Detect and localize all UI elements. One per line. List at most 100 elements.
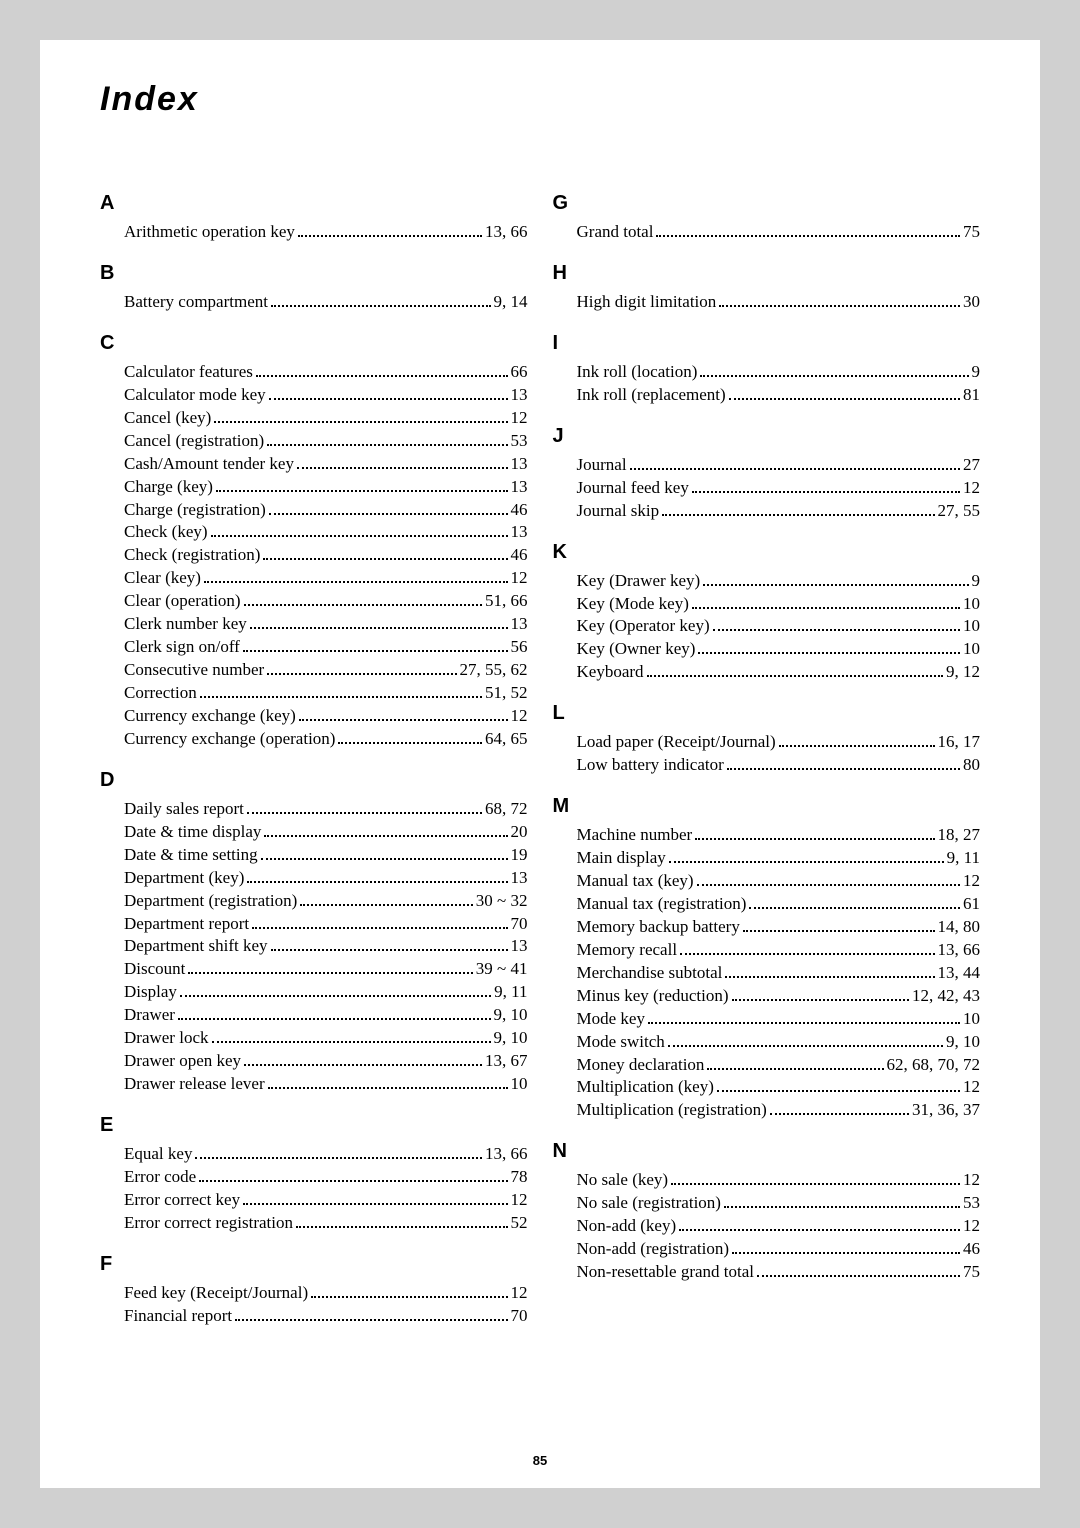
entry-pages: 10 xyxy=(963,638,980,661)
entry-label: Charge (registration) xyxy=(124,499,266,522)
entry-pages: 12 xyxy=(963,870,980,893)
entry-pages: 12 xyxy=(963,1076,980,1099)
entry-pages: 13 xyxy=(511,935,528,958)
entry-label: Manual tax (registration) xyxy=(577,893,747,916)
entry-label: Keyboard xyxy=(577,661,644,684)
index-entry: No sale (registration) 53 xyxy=(577,1192,981,1215)
entry-label: Memory backup battery xyxy=(577,916,740,939)
index-entry: Department (key)13 xyxy=(124,867,528,890)
entry-label: Machine number xyxy=(577,824,693,847)
index-entry: Load paper (Receipt/Journal)16, 17 xyxy=(577,731,981,754)
entry-leader-dots xyxy=(243,650,508,652)
entry-leader-dots xyxy=(297,467,508,469)
entry-leader-dots xyxy=(703,584,968,586)
entry-pages: 9 xyxy=(972,361,981,384)
entry-label: Journal feed key xyxy=(577,477,689,500)
entry-leader-dots xyxy=(271,949,508,951)
page: Index AArithmetic operation key13, 66BBa… xyxy=(40,40,1040,1488)
entry-leader-dots xyxy=(300,904,473,906)
entry-pages: 30 xyxy=(963,291,980,314)
index-entry: Key (Mode key)10 xyxy=(577,593,981,616)
section-entries: Battery compartment9, 14 xyxy=(100,291,528,314)
entry-leader-dots xyxy=(216,490,508,492)
entry-pages: 9, 10 xyxy=(494,1004,528,1027)
entry-label: Cancel (key) xyxy=(124,407,211,430)
entry-label: Key (Operator key) xyxy=(577,615,710,638)
index-entry: Non-resettable grand total75 xyxy=(577,1261,981,1284)
entry-pages: 12 xyxy=(963,1215,980,1238)
entry-pages: 9, 14 xyxy=(494,291,528,314)
entry-leader-dots xyxy=(669,861,944,863)
index-entry: Check (key)13 xyxy=(124,521,528,544)
entry-pages: 13, 44 xyxy=(938,962,981,985)
index-entry: Clear (key)12 xyxy=(124,567,528,590)
entry-leader-dots xyxy=(204,581,508,583)
section-entries: High digit limitation30 xyxy=(553,291,981,314)
entry-leader-dots xyxy=(261,858,508,860)
entry-label: Multiplication (registration) xyxy=(577,1099,767,1122)
index-entry: Equal key13, 66 xyxy=(124,1143,528,1166)
entry-label: Date & time display xyxy=(124,821,261,844)
index-entry: Correction51, 52 xyxy=(124,682,528,705)
index-entry: Merchandise subtotal13, 44 xyxy=(577,962,981,985)
index-entry: Multiplication (key)12 xyxy=(577,1076,981,1099)
entry-label: Discount xyxy=(124,958,185,981)
entry-leader-dots xyxy=(338,742,482,744)
entry-leader-dots xyxy=(725,976,934,978)
entry-label: No sale (registration) xyxy=(577,1192,721,1215)
index-entry: Mode key10 xyxy=(577,1008,981,1031)
index-entry: Main display 9, 11 xyxy=(577,847,981,870)
section-letter: C xyxy=(100,332,528,355)
entry-label: Minus key (reduction) xyxy=(577,985,729,1008)
entry-leader-dots xyxy=(195,1157,482,1159)
entry-pages: 12 xyxy=(963,1169,980,1192)
index-entry: Clerk sign on/off56 xyxy=(124,636,528,659)
index-entry: Battery compartment9, 14 xyxy=(124,291,528,314)
entry-pages: 9, 11 xyxy=(947,847,980,870)
section-letter: L xyxy=(553,702,981,725)
entry-label: Main display xyxy=(577,847,666,870)
entry-leader-dots xyxy=(671,1183,960,1185)
index-entry: Low battery indicator80 xyxy=(577,754,981,777)
entry-label: Currency exchange (operation) xyxy=(124,728,335,751)
index-entry: Journal27 xyxy=(577,454,981,477)
entry-label: Date & time setting xyxy=(124,844,258,867)
entry-label: Cash/Amount tender key xyxy=(124,453,294,476)
entry-pages: 13 xyxy=(511,521,528,544)
index-entry: Display9, 11 xyxy=(124,981,528,1004)
index-entry: Memory backup battery14, 80 xyxy=(577,916,981,939)
entry-pages: 51, 52 xyxy=(485,682,528,705)
entry-leader-dots xyxy=(243,1203,507,1205)
page-title: Index xyxy=(100,80,980,119)
index-entry: Memory recall13, 66 xyxy=(577,939,981,962)
section-letter: K xyxy=(553,541,981,564)
entry-pages: 13, 67 xyxy=(485,1050,528,1073)
index-entry: Non-add (registration)46 xyxy=(577,1238,981,1261)
entry-leader-dots xyxy=(770,1113,909,1115)
entry-leader-dots xyxy=(724,1206,960,1208)
entry-label: Key (Drawer key) xyxy=(577,570,701,593)
entry-label: Cancel (registration) xyxy=(124,430,264,453)
entry-pages: 12, 42, 43 xyxy=(912,985,980,1008)
section-letter: D xyxy=(100,769,528,792)
entry-leader-dots xyxy=(244,1064,482,1066)
entry-label: Grand total xyxy=(577,221,654,244)
index-entry: Journal skip27, 55 xyxy=(577,500,981,523)
entry-pages: 52 xyxy=(511,1212,528,1235)
entry-label: Financial report xyxy=(124,1305,232,1328)
index-entry: Clear (operation)51, 66 xyxy=(124,590,528,613)
entry-leader-dots xyxy=(743,930,935,932)
entry-leader-dots xyxy=(269,513,508,515)
entry-label: Department shift key xyxy=(124,935,268,958)
entry-pages: 53 xyxy=(963,1192,980,1215)
index-entry: Key (Operator key)10 xyxy=(577,615,981,638)
entry-label: Key (Mode key) xyxy=(577,593,689,616)
entry-pages: 16, 17 xyxy=(938,731,981,754)
section-entries: Daily sales report68, 72Date & time disp… xyxy=(100,798,528,1096)
index-entry: Cancel (registration)53 xyxy=(124,430,528,453)
entry-leader-dots xyxy=(271,305,491,307)
index-entry: Ink roll (replacement)81 xyxy=(577,384,981,407)
entry-pages: 9, 10 xyxy=(494,1027,528,1050)
entry-label: Feed key (Receipt/Journal) xyxy=(124,1282,308,1305)
entry-pages: 13, 66 xyxy=(485,1143,528,1166)
